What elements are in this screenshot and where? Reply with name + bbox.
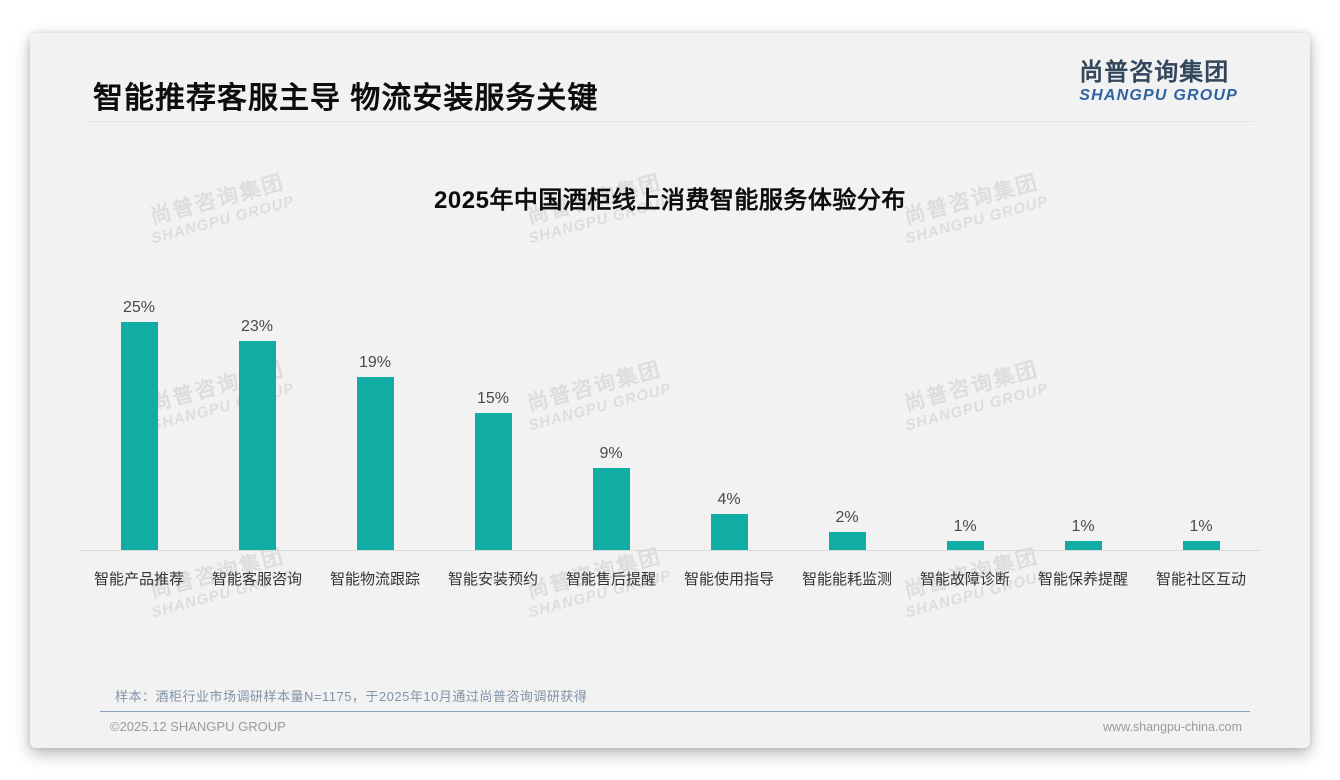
bar <box>474 413 512 550</box>
bar-value-label: 2% <box>835 509 859 526</box>
bar <box>946 541 984 550</box>
category-label: 智能物流跟踪 <box>329 571 420 588</box>
bar-column: 25% <box>80 283 198 550</box>
bar <box>356 377 394 550</box>
bar-column: 4% <box>670 283 788 550</box>
footer-divider <box>100 711 1250 712</box>
plot-area: 25% 23% 19% 15% 9% 4% 2% 1% 1% 1% <box>80 283 1260 550</box>
bar-value-label: 19% <box>358 354 392 371</box>
logo-chinese-text: 尚普咨询集团 <box>1079 59 1230 86</box>
bar <box>120 322 158 550</box>
category-label: 智能使用指导 <box>683 571 774 588</box>
bar-column: 19% <box>316 283 434 550</box>
category-axis: 智能产品推荐 智能客服咨询 智能物流跟踪 智能安装预约 智能售后提醒 智能使用指导 智能能耗… <box>30 33 1310 748</box>
slide-card: 智能推荐客服主导 物流安装服务关键 尚普咨询集团 SHANGPU GROUP 尚… <box>30 33 1310 748</box>
bar-value-label: 23% <box>240 318 274 335</box>
bar-column: 1% <box>906 283 1024 550</box>
bar-value-label: 1% <box>953 518 977 535</box>
bar-column: 23% <box>198 283 316 550</box>
shangpu-logo: 尚普咨询集团 SHANGPU GROUP <box>1079 59 1238 105</box>
footer-website: www.shangpu-china.com <box>1103 720 1242 734</box>
category-label: 智能客服咨询 <box>211 571 302 588</box>
page-title: 智能推荐客服主导 物流安装服务关键 <box>93 82 599 115</box>
bar-column: 1% <box>1024 283 1142 550</box>
bar <box>1182 541 1220 550</box>
bar <box>828 532 866 550</box>
x-axis-line <box>80 550 1260 551</box>
bar <box>1064 541 1102 550</box>
bar-column: 9% <box>552 283 670 550</box>
bar-column: 1% <box>1142 283 1260 550</box>
title-divider <box>88 121 1254 122</box>
bar-value-label: 9% <box>599 445 623 462</box>
bar-value-label: 15% <box>476 390 510 407</box>
bar-value-label: 1% <box>1189 518 1213 535</box>
category-label: 智能安装预约 <box>447 571 538 588</box>
bar <box>710 514 748 550</box>
sample-note: 样本：酒柜行业市场调研样本量N=1175，于2025年10月通过尚普咨询调研获得 <box>115 689 588 704</box>
category-label: 智能产品推荐 <box>93 571 184 588</box>
logo-english-text: SHANGPU GROUP <box>1079 87 1238 104</box>
bar-column: 15% <box>434 283 552 550</box>
bar-value-label: 1% <box>1071 518 1095 535</box>
category-label: 智能售后提醒 <box>565 571 656 588</box>
category-label: 智能社区互动 <box>1155 571 1246 588</box>
bar-column: 2% <box>788 283 906 550</box>
chart-title: 2025年中国酒柜线上消费智能服务体验分布 <box>434 187 906 214</box>
bar <box>592 468 630 550</box>
bar <box>238 341 276 550</box>
footer-copyright: ©2025.12 SHANGPU GROUP <box>110 719 286 734</box>
bar-value-label: 25% <box>122 299 156 316</box>
category-label: 智能能耗监测 <box>801 571 892 588</box>
category-label: 智能保养提醒 <box>1037 571 1128 588</box>
bar-value-label: 4% <box>717 491 741 508</box>
category-label: 智能故障诊断 <box>919 571 1010 588</box>
